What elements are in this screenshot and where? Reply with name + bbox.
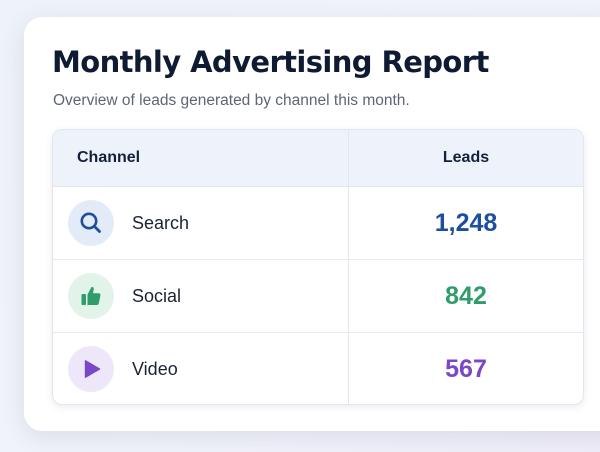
leads-value: 567 (445, 355, 487, 383)
table-row-video: Video 567 (53, 333, 583, 404)
column-divider (348, 130, 349, 404)
table-row-search: Search 1,248 (53, 187, 583, 260)
table-row-social: Social 842 (53, 260, 583, 333)
report-title: Monthly Advertising Report (52, 45, 489, 79)
channel-name: Video (132, 359, 178, 379)
column-header-channel: Channel (77, 149, 141, 166)
leads-value: 842 (445, 282, 487, 310)
column-header-leads: Leads (442, 149, 490, 166)
channel-name: Search (132, 213, 190, 233)
channel-name: Social (132, 286, 182, 306)
leads-table: Channel Leads Search 1,248 Soci (52, 129, 584, 405)
play-icon (68, 346, 114, 392)
leads-value: 1,248 (434, 209, 498, 237)
report-subtitle: Overview of leads generated by channel t… (53, 92, 410, 109)
report-card: Monthly Advertising Report Overview of l… (24, 17, 600, 431)
table-header: Channel Leads (53, 130, 583, 187)
thumbs-up-icon (68, 273, 114, 319)
search-icon (68, 200, 114, 246)
